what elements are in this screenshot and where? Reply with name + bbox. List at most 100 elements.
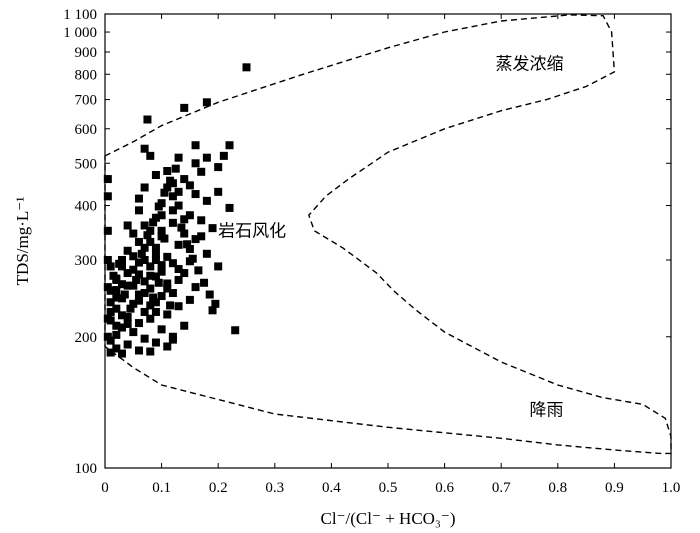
data-point <box>129 265 138 274</box>
x-tick-label: 0.4 <box>322 480 341 496</box>
data-point <box>191 283 200 292</box>
data-point <box>146 301 155 310</box>
data-point <box>146 237 155 246</box>
data-point <box>174 153 183 162</box>
data-point <box>123 221 132 230</box>
data-point <box>163 167 172 176</box>
data-point <box>163 310 172 319</box>
data-point <box>154 278 163 287</box>
data-point <box>109 271 118 280</box>
x-axis: 0 0.1 0.2 0.3 0.4 0.5 0.6 0.7 0.8 0.9 1.0 <box>101 14 680 496</box>
data-point <box>154 202 163 211</box>
data-point <box>242 63 251 72</box>
y-tick-label: 300 <box>75 253 98 269</box>
data-point <box>168 192 177 201</box>
data-point <box>168 218 177 227</box>
data-point <box>180 321 189 330</box>
data-point <box>166 301 175 310</box>
data-point <box>157 325 166 334</box>
data-point <box>134 270 143 279</box>
data-point <box>168 289 177 298</box>
data-point <box>197 216 206 225</box>
data-point <box>103 314 112 323</box>
y-tick-label: 700 <box>75 93 98 109</box>
data-point <box>151 298 160 307</box>
data-point <box>151 338 160 347</box>
data-point <box>117 349 126 358</box>
data-point <box>157 261 166 270</box>
data-point <box>123 313 132 322</box>
data-point <box>106 298 115 307</box>
data-point <box>177 223 186 232</box>
data-point <box>123 269 132 278</box>
y-tick-label: 1 100 <box>63 7 97 23</box>
data-point <box>151 213 160 222</box>
data-point <box>129 229 138 238</box>
data-point <box>180 229 189 238</box>
data-point <box>137 249 146 258</box>
data-point <box>151 170 160 179</box>
data-point <box>231 326 240 335</box>
data-point <box>112 304 121 313</box>
data-point <box>126 304 135 313</box>
y-tick-label: 100 <box>75 461 98 477</box>
x-tick-label: 0.1 <box>152 480 171 496</box>
data-point <box>123 246 132 255</box>
data-point <box>183 240 192 249</box>
data-point <box>129 328 138 337</box>
data-point <box>140 144 149 153</box>
data-point <box>160 188 169 197</box>
x-tick-label: 1.0 <box>662 480 681 496</box>
data-point <box>129 281 138 290</box>
data-point <box>191 235 200 244</box>
data-point <box>143 231 152 240</box>
data-point <box>115 259 124 268</box>
data-point <box>140 289 149 298</box>
data-point <box>146 284 155 293</box>
data-point <box>103 175 112 184</box>
data-point <box>174 187 183 196</box>
data-point <box>180 269 189 278</box>
data-point <box>174 275 183 284</box>
data-point <box>185 181 194 190</box>
data-point <box>174 265 183 274</box>
y-tick-label: 600 <box>75 122 98 138</box>
data-point <box>134 194 143 203</box>
data-point <box>208 306 217 315</box>
y-tick-label: 900 <box>75 45 98 61</box>
data-point <box>132 275 141 284</box>
data-point <box>112 293 121 302</box>
data-point <box>140 277 149 286</box>
data-point <box>106 307 115 316</box>
data-point <box>214 262 223 271</box>
data-point <box>134 296 143 305</box>
data-point <box>123 340 132 349</box>
data-point <box>151 272 160 281</box>
data-point <box>120 290 129 299</box>
data-point <box>197 232 206 241</box>
data-point <box>123 281 132 290</box>
data-point <box>163 279 172 288</box>
data-point <box>191 141 200 150</box>
data-point <box>151 243 160 252</box>
data-point <box>188 254 197 263</box>
y-tick-label: 400 <box>75 199 98 215</box>
data-point <box>103 192 112 201</box>
region-label: 蒸发浓缩 <box>496 55 564 75</box>
x-tick-label: 0.5 <box>379 480 398 496</box>
x-axis-title: Cl⁻/(Cl⁻ + HCO₃⁻) <box>321 509 456 528</box>
data-point <box>197 167 206 176</box>
data-point <box>174 201 183 210</box>
data-point <box>202 98 211 107</box>
data-point <box>146 271 155 280</box>
data-point <box>123 319 132 328</box>
data-point <box>157 267 166 276</box>
region-label: 岩石风化 <box>218 221 286 241</box>
data-point <box>185 211 194 220</box>
data-point <box>112 286 121 295</box>
x-tick-label: 0 <box>101 480 109 496</box>
data-point <box>106 348 115 357</box>
data-point <box>168 206 177 215</box>
